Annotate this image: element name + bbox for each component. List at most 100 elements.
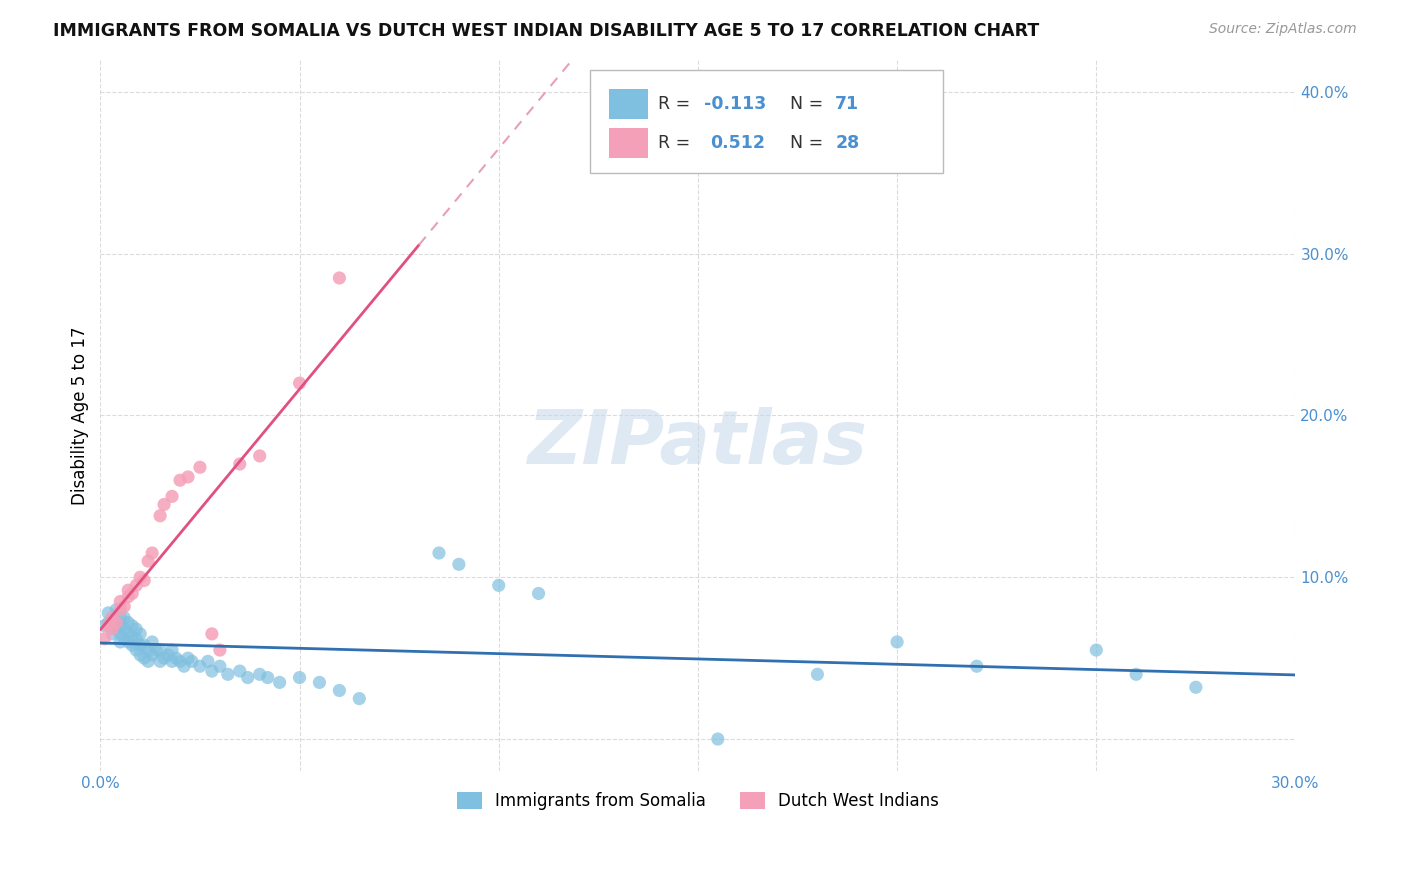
- Point: [197, 654, 219, 668]
- Point: [110, 627, 132, 641]
- Text: ZIPatlas: ZIPatlas: [527, 408, 868, 481]
- Point: [153, 498, 176, 512]
- Point: [136, 554, 159, 568]
- Point: [236, 671, 259, 685]
- Point: [249, 449, 271, 463]
- Text: R =: R =: [658, 95, 696, 113]
- Point: [93, 632, 115, 646]
- Point: [112, 632, 135, 646]
- Text: 28: 28: [835, 134, 859, 152]
- Point: [117, 627, 139, 641]
- Point: [181, 654, 204, 668]
- Point: [288, 376, 311, 391]
- FancyBboxPatch shape: [609, 89, 648, 120]
- Point: [966, 659, 988, 673]
- Point: [117, 615, 139, 630]
- Text: -0.113: -0.113: [704, 95, 766, 113]
- Point: [101, 610, 124, 624]
- Point: [1085, 643, 1108, 657]
- Point: [101, 627, 124, 641]
- Point: [101, 610, 124, 624]
- Point: [134, 574, 156, 588]
- Point: [121, 630, 143, 644]
- Point: [806, 667, 828, 681]
- Point: [328, 683, 350, 698]
- Point: [134, 651, 156, 665]
- Point: [121, 586, 143, 600]
- Text: Source: ZipAtlas.com: Source: ZipAtlas.com: [1209, 22, 1357, 37]
- Point: [125, 578, 148, 592]
- Point: [145, 643, 167, 657]
- Point: [141, 546, 163, 560]
- Point: [160, 489, 183, 503]
- Point: [117, 635, 139, 649]
- Point: [125, 643, 148, 657]
- Point: [129, 648, 152, 662]
- Point: [201, 627, 224, 641]
- Point: [256, 671, 278, 685]
- Point: [117, 590, 139, 604]
- Text: N =: N =: [790, 95, 828, 113]
- Point: [97, 615, 120, 630]
- Point: [1125, 667, 1147, 681]
- Point: [157, 648, 180, 662]
- Point: [125, 632, 148, 646]
- FancyBboxPatch shape: [591, 70, 943, 173]
- Point: [1185, 680, 1208, 694]
- Point: [149, 508, 172, 523]
- Point: [208, 643, 231, 657]
- Point: [149, 643, 172, 657]
- Y-axis label: Disability Age 5 to 17: Disability Age 5 to 17: [72, 326, 89, 505]
- Point: [165, 651, 187, 665]
- Point: [149, 654, 172, 668]
- Point: [527, 586, 550, 600]
- FancyBboxPatch shape: [609, 128, 648, 158]
- Point: [97, 619, 120, 633]
- Text: 71: 71: [835, 95, 859, 113]
- Point: [101, 622, 124, 636]
- Point: [105, 615, 128, 630]
- Point: [328, 271, 350, 285]
- Point: [188, 460, 211, 475]
- Point: [93, 619, 115, 633]
- Point: [173, 659, 195, 673]
- Point: [447, 558, 470, 572]
- Point: [129, 570, 152, 584]
- Point: [112, 622, 135, 636]
- Point: [136, 654, 159, 668]
- Point: [110, 619, 132, 633]
- Point: [105, 602, 128, 616]
- Point: [177, 651, 200, 665]
- Point: [188, 659, 211, 673]
- Point: [269, 675, 291, 690]
- Point: [121, 638, 143, 652]
- Point: [217, 667, 239, 681]
- Point: [101, 619, 124, 633]
- Point: [153, 651, 176, 665]
- Point: [134, 638, 156, 652]
- Text: R =: R =: [658, 134, 696, 152]
- Point: [141, 635, 163, 649]
- Point: [886, 635, 908, 649]
- Point: [229, 457, 252, 471]
- Point: [112, 610, 135, 624]
- Point: [160, 643, 183, 657]
- Point: [488, 578, 510, 592]
- Point: [707, 732, 730, 747]
- Point: [141, 648, 163, 662]
- Legend: Immigrants from Somalia, Dutch West Indians: Immigrants from Somalia, Dutch West Indi…: [450, 785, 945, 816]
- Point: [112, 599, 135, 614]
- Point: [177, 470, 200, 484]
- Point: [249, 667, 271, 681]
- Point: [169, 473, 191, 487]
- Point: [121, 619, 143, 633]
- Point: [229, 664, 252, 678]
- Point: [125, 622, 148, 636]
- Point: [110, 610, 132, 624]
- Text: IMMIGRANTS FROM SOMALIA VS DUTCH WEST INDIAN DISABILITY AGE 5 TO 17 CORRELATION : IMMIGRANTS FROM SOMALIA VS DUTCH WEST IN…: [53, 22, 1039, 40]
- Point: [308, 675, 330, 690]
- Point: [129, 638, 152, 652]
- Point: [110, 602, 132, 616]
- Point: [160, 654, 183, 668]
- Point: [208, 659, 231, 673]
